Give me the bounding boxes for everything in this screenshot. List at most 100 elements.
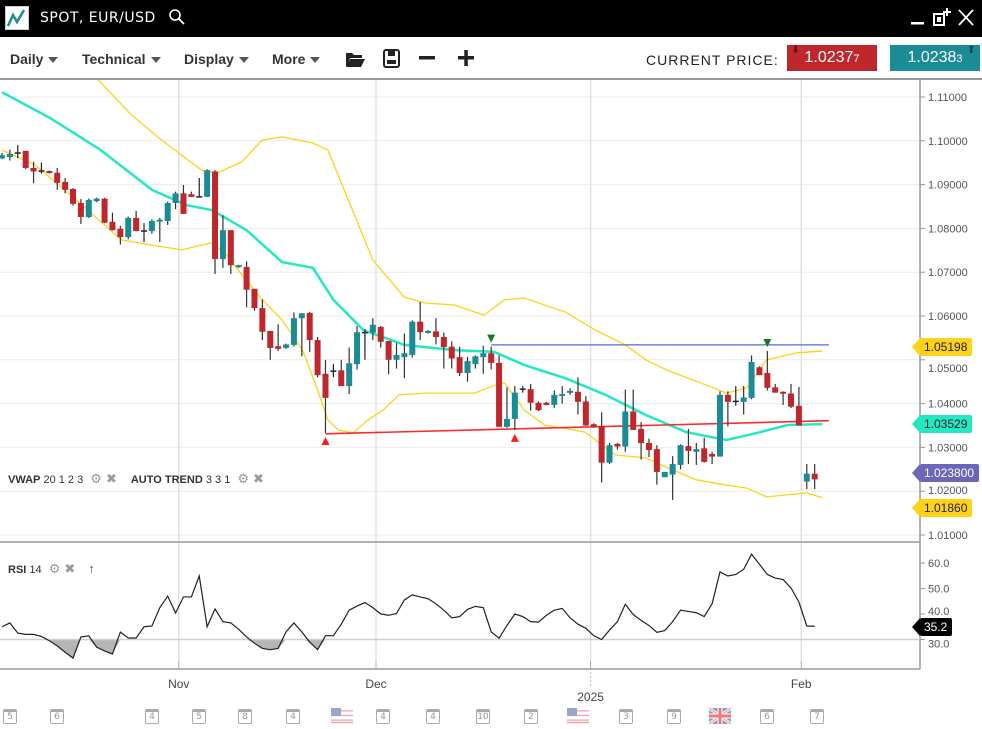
candle (369, 318, 376, 341)
candle-body (290, 318, 297, 345)
zoom-in-icon[interactable] (455, 47, 477, 69)
calendar-event-icon[interactable]: 10 (476, 709, 490, 724)
candle (0, 153, 5, 160)
chevron-down-icon (48, 57, 59, 64)
candle-body (346, 363, 353, 387)
calendar-event-icon[interactable]: 4 (145, 709, 159, 724)
candle-body (338, 370, 345, 387)
us-flag-icon[interactable] (567, 708, 589, 726)
title-bar: SPOT, EUR/USD (0, 0, 982, 37)
calendar-event-icon[interactable]: 5 (192, 709, 206, 724)
time-axis-label: Dec (365, 677, 386, 691)
time-axis-label: 2025 (577, 690, 604, 704)
candle (417, 301, 424, 341)
candle-body (472, 356, 479, 365)
ask-price-button[interactable]: 1.02383 ⬆ (890, 45, 980, 71)
zoom-out-icon[interactable] (416, 47, 438, 69)
minimize-icon[interactable] (910, 7, 926, 32)
candle (227, 230, 234, 274)
candle (30, 161, 37, 184)
candle (85, 198, 92, 218)
search-icon[interactable] (168, 8, 186, 30)
open-folder-icon[interactable] (344, 47, 366, 69)
candle-body (669, 464, 676, 475)
gear-icon[interactable]: ⚙ (90, 471, 102, 486)
calendar-event-icon[interactable]: 5 (3, 709, 17, 724)
bollinger-middle-line (1, 91, 823, 442)
trend-high-marker (763, 339, 772, 348)
period-menu[interactable]: Daily (10, 51, 59, 67)
candle-body (62, 181, 69, 190)
candle (306, 312, 313, 352)
calendar-event-icon[interactable]: 6 (50, 709, 64, 724)
popout-icon[interactable] (933, 7, 951, 32)
candle-body (30, 167, 37, 172)
candle-body (535, 402, 542, 411)
candle (283, 343, 290, 349)
us-flag-icon[interactable] (331, 708, 353, 726)
rsi-pane (0, 552, 920, 660)
candle (638, 421, 645, 460)
candle-body (795, 405, 802, 426)
candle-body (212, 171, 219, 260)
close-icon[interactable]: ✖ (253, 471, 264, 486)
calendar-event-icon[interactable]: 6 (760, 709, 774, 724)
calendar-event-icon[interactable]: 8 (238, 709, 252, 724)
candle-body (251, 288, 258, 309)
candle-body (298, 313, 305, 319)
candle-body (393, 354, 400, 360)
calendar-event-icon[interactable]: 3 (619, 709, 633, 724)
calendar-event-icon[interactable]: 4 (426, 709, 440, 724)
gear-icon[interactable]: ⚙ (237, 471, 250, 486)
candle (488, 346, 495, 370)
uk-flag-icon[interactable] (708, 706, 732, 726)
candle-body (156, 219, 163, 222)
candle-body (780, 391, 787, 394)
more-menu[interactable]: More (272, 51, 321, 67)
candle (298, 312, 305, 357)
calendar-event-icon[interactable]: 2 (524, 709, 538, 724)
candle (346, 347, 353, 394)
close-icon[interactable] (957, 7, 975, 32)
time-axis-label: Feb (791, 677, 812, 691)
display-menu[interactable]: Display (184, 51, 249, 67)
candle (172, 191, 179, 210)
technical-menu[interactable]: Technical (82, 51, 161, 67)
candle-body (488, 353, 495, 363)
calendar-event-icon[interactable]: 4 (376, 709, 390, 724)
calendar-event-icon[interactable]: 4 (286, 709, 300, 724)
arrow-down-icon: ⬇ (791, 44, 801, 56)
candle (314, 337, 321, 378)
rsi-legend: RSI 14 ⚙ ✖ ↑ (8, 561, 95, 577)
candle-body (709, 453, 716, 457)
candle-body (93, 198, 100, 202)
gear-icon[interactable]: ⚙ (48, 561, 61, 576)
rsi-axis-label: 60.0 (928, 558, 949, 570)
bid-price-button[interactable]: ⬇ 1.02377 (787, 45, 877, 71)
chart-logo-icon (5, 6, 29, 30)
candle-body (724, 394, 731, 402)
candle-body (748, 361, 755, 398)
autotrend-params: 3 3 1 (205, 474, 231, 486)
candle-body (590, 424, 597, 427)
arrow-up-icon[interactable]: ↑ (88, 561, 95, 576)
close-icon[interactable]: ✖ (64, 561, 76, 576)
candle (543, 401, 550, 406)
candle-body (188, 194, 195, 197)
candle-body (377, 326, 384, 342)
candle (764, 351, 771, 391)
candle (677, 444, 684, 470)
price-axis-label: 1.05000 (928, 363, 968, 375)
candle (811, 464, 818, 490)
vwap-params: 20 1 2 3 (43, 474, 84, 486)
save-icon[interactable] (381, 47, 403, 69)
calendar-event-icon[interactable]: 9 (667, 709, 681, 724)
close-icon[interactable]: ✖ (105, 471, 117, 486)
candle (661, 471, 668, 478)
candle (77, 199, 84, 225)
candle (243, 261, 250, 308)
candle (267, 330, 274, 360)
candle (472, 355, 479, 369)
calendar-event-icon[interactable]: 7 (810, 709, 824, 724)
